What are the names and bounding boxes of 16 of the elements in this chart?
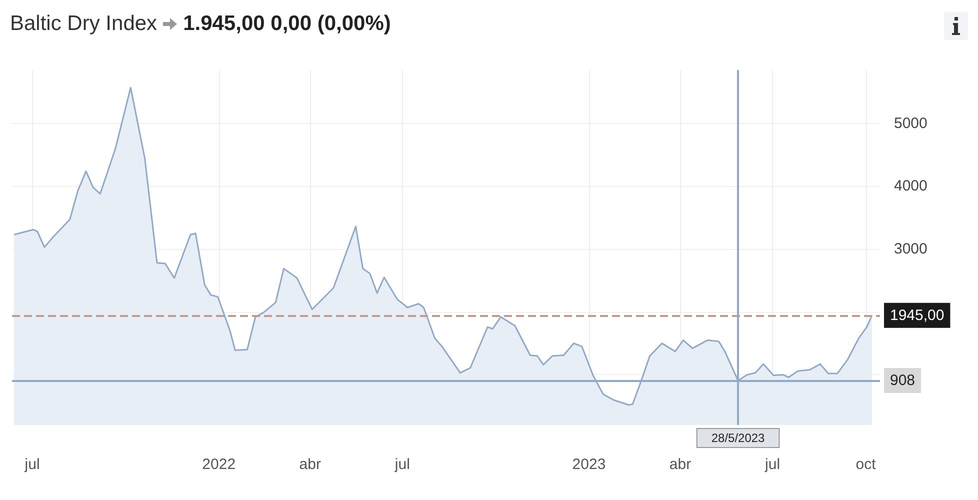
- chart-title: Baltic Dry Index: [10, 12, 158, 36]
- x-tick-label: oct: [856, 456, 877, 473]
- x-tick-label: jul: [24, 456, 40, 473]
- ref-line-label: 1945,00: [890, 306, 944, 324]
- x-tick-label: abr: [669, 456, 692, 473]
- x-tick-label: jul: [394, 456, 410, 473]
- y-tick-label: 3000: [894, 240, 928, 258]
- x-tick-label: 2022: [202, 456, 236, 473]
- y-tick-label: 5000: [894, 114, 928, 132]
- x-tick-label: 2023: [572, 456, 606, 473]
- ref-line-label: 908: [890, 372, 916, 390]
- x-tick-label: abr: [299, 456, 321, 473]
- ref-line-label: 28/5/2023: [711, 431, 766, 445]
- y-tick-label: 4000: [894, 178, 928, 195]
- chart-subtitle: 1.945,00 0,00 (0,00%): [183, 12, 391, 36]
- x-tick-label: jul: [764, 456, 780, 473]
